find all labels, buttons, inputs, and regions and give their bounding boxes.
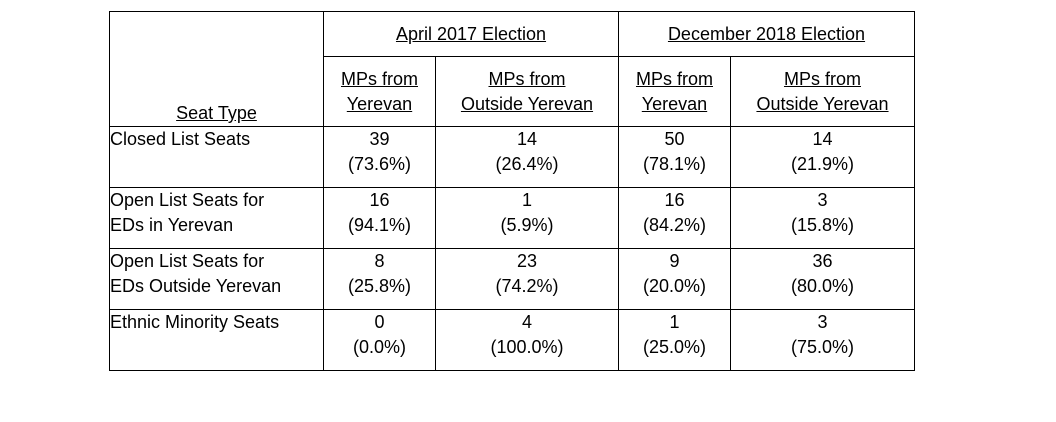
seat-percent: (100.0%) bbox=[490, 337, 564, 357]
row-label: Open List Seats for EDs Outside Yerevan bbox=[109, 248, 324, 310]
seat-percent: (84.2%) bbox=[642, 215, 707, 235]
december-2018-election-header: December 2018 Election bbox=[618, 11, 915, 57]
seat-distribution-table: Seat Type April 2017 Election December 2… bbox=[109, 11, 915, 371]
subhead-line: Outside Yerevan bbox=[756, 93, 889, 114]
table-cell: 16 (94.1%) bbox=[323, 187, 436, 249]
seat-count: 1 bbox=[669, 312, 680, 332]
subhead-2018-outside-yerevan: MPs from Outside Yerevan bbox=[730, 56, 915, 127]
seat-percent: (21.9%) bbox=[790, 154, 855, 174]
row-label: Ethnic Minority Seats bbox=[109, 309, 324, 371]
table-cell: 1 (25.0%) bbox=[618, 309, 731, 371]
seat-percent: (78.1%) bbox=[642, 154, 707, 174]
seat-percent: (15.8%) bbox=[790, 215, 855, 235]
seat-count: 1 bbox=[521, 190, 532, 210]
seat-count: 3 bbox=[817, 312, 828, 332]
seat-count: 4 bbox=[521, 312, 532, 332]
seat-percent: (26.4%) bbox=[495, 154, 559, 174]
table-cell: 16 (84.2%) bbox=[618, 187, 731, 249]
seat-count: 14 bbox=[812, 129, 833, 149]
subhead-line: MPs from bbox=[783, 68, 861, 89]
seat-count: 9 bbox=[669, 251, 680, 271]
table-cell: 50 (78.1%) bbox=[618, 126, 731, 188]
april-2017-election-header: April 2017 Election bbox=[323, 11, 619, 57]
table-cell: 8 (25.8%) bbox=[323, 248, 436, 310]
table-cell: 23 (74.2%) bbox=[435, 248, 619, 310]
row-label-line: EDs Outside Yerevan bbox=[110, 276, 282, 296]
subhead-line: Yerevan bbox=[641, 93, 708, 114]
seat-percent: (94.1%) bbox=[347, 215, 412, 235]
table-row-open-list-yerevan: Open List Seats for EDs in Yerevan 16 (94… bbox=[109, 187, 915, 249]
row-label-line: Open List Seats for bbox=[110, 251, 265, 271]
seat-count: 0 bbox=[374, 312, 385, 332]
seat-percent: (0.0%) bbox=[352, 337, 406, 357]
seat-percent: (20.0%) bbox=[642, 276, 707, 296]
seat-percent: (75.0%) bbox=[790, 337, 855, 357]
table-cell: 14 (21.9%) bbox=[730, 126, 915, 188]
row-label-line: Open List Seats for bbox=[110, 190, 265, 210]
header-row-subheads: MPs from Yerevan MPs from Outside Yereva… bbox=[110, 56, 915, 127]
seat-percent: (25.8%) bbox=[347, 276, 412, 296]
table-cell: 3 (75.0%) bbox=[730, 309, 915, 371]
table-row-open-list-outside-yerevan: Open List Seats for EDs Outside Yerevan … bbox=[109, 248, 915, 310]
table-cell: 39 (73.6%) bbox=[323, 126, 436, 188]
seat-type-header: Seat Type bbox=[109, 11, 324, 127]
table-cell: 14 (26.4%) bbox=[435, 126, 619, 188]
seat-percent: (5.9%) bbox=[500, 215, 554, 235]
subhead-line: MPs from bbox=[635, 68, 713, 89]
seat-percent: (73.6%) bbox=[347, 154, 412, 174]
subhead-2018-yerevan: MPs from Yerevan bbox=[618, 56, 731, 127]
table-cell: 0 (0.0%) bbox=[323, 309, 436, 371]
seat-percent: (74.2%) bbox=[495, 276, 559, 296]
seat-count: 3 bbox=[817, 190, 828, 210]
seat-percent: (80.0%) bbox=[790, 276, 855, 296]
subhead-line: Outside Yerevan bbox=[460, 93, 594, 114]
subhead-2017-yerevan: MPs from Yerevan bbox=[323, 56, 436, 127]
table-cell: 36 (80.0%) bbox=[730, 248, 915, 310]
seat-count: 14 bbox=[516, 129, 538, 149]
seat-count: 23 bbox=[516, 251, 538, 271]
seat-count: 16 bbox=[369, 190, 390, 210]
table-cell: 9 (20.0%) bbox=[618, 248, 731, 310]
subhead-2017-outside-yerevan: MPs from Outside Yerevan bbox=[435, 56, 619, 127]
row-label: Open List Seats for EDs in Yerevan bbox=[109, 187, 324, 249]
table-row-ethnic-minority: Ethnic Minority Seats 0 (0.0%) 4 (100.0%) … bbox=[109, 309, 915, 371]
row-label: Closed List Seats bbox=[109, 126, 324, 188]
row-label-line: EDs in Yerevan bbox=[110, 215, 234, 235]
table-row-closed-list: Closed List Seats 39 (73.6%) 14 (26.4%) 50… bbox=[109, 126, 915, 188]
row-label-line: Ethnic Minority Seats bbox=[110, 312, 280, 332]
header-row-groups: Seat Type April 2017 Election December 2… bbox=[109, 11, 915, 127]
table-cell: 1 (5.9%) bbox=[435, 187, 619, 249]
seat-count: 50 bbox=[664, 129, 685, 149]
seat-percent: (25.0%) bbox=[642, 337, 707, 357]
seat-count: 16 bbox=[664, 190, 685, 210]
seat-count: 39 bbox=[369, 129, 390, 149]
row-label-line: Closed List Seats bbox=[110, 129, 251, 149]
subhead-line: MPs from bbox=[340, 68, 418, 89]
seat-count: 8 bbox=[374, 251, 385, 271]
seat-count: 36 bbox=[812, 251, 833, 271]
subhead-line: MPs from bbox=[488, 68, 566, 89]
table-cell: 4 (100.0%) bbox=[435, 309, 619, 371]
table-cell: 3 (15.8%) bbox=[730, 187, 915, 249]
subhead-line: Yerevan bbox=[346, 93, 413, 114]
